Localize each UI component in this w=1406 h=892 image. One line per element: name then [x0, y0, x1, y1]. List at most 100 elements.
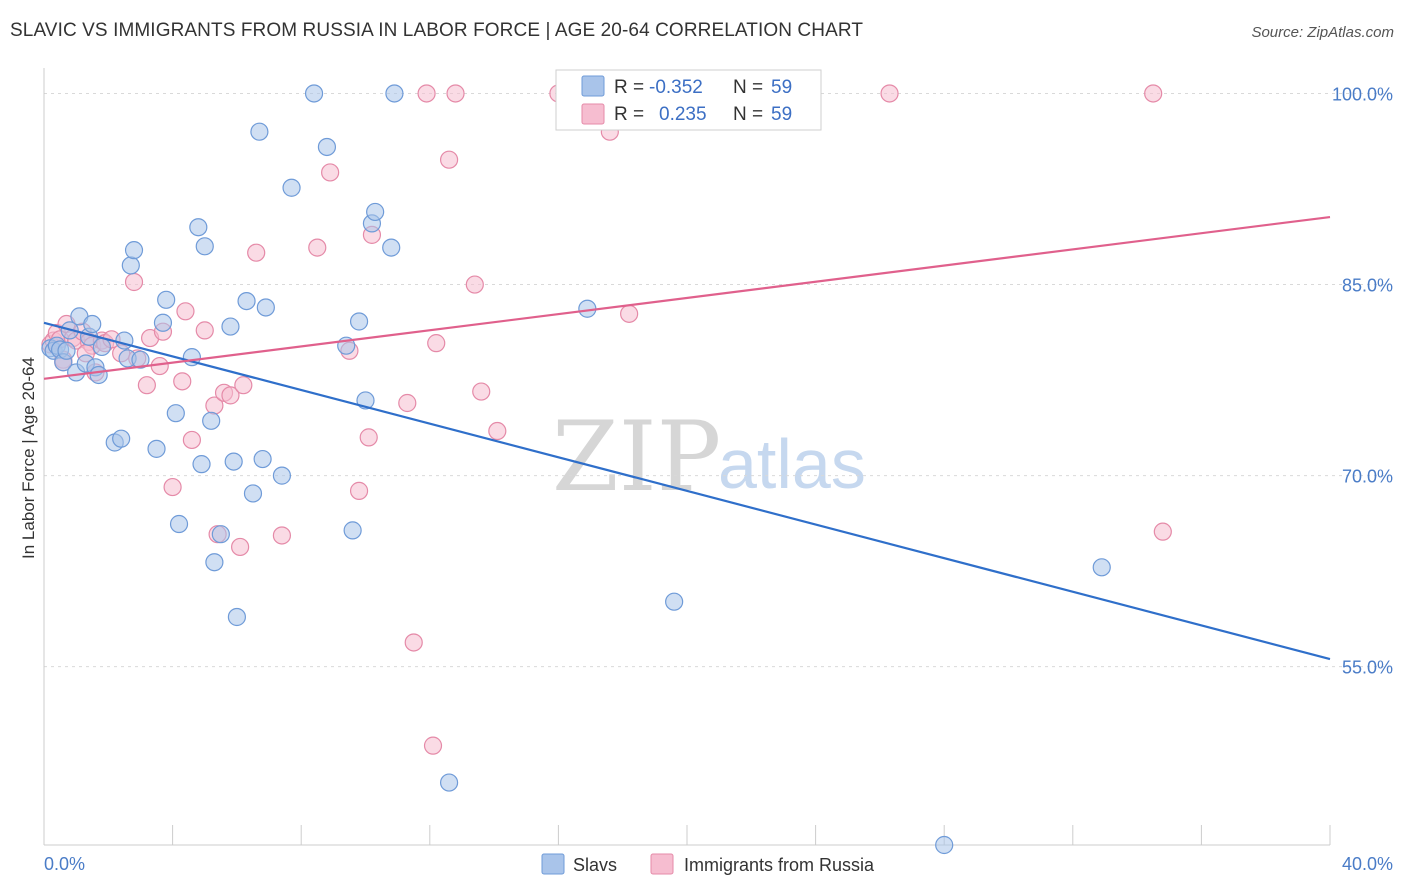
point-slavs	[192, 455, 211, 474]
stats-n-label-russia: N =	[733, 104, 763, 125]
stats-r-label-russia: R =	[614, 104, 644, 125]
point-slavs	[195, 237, 214, 256]
chart-title: SLAVIC VS IMMIGRANTS FROM RUSSIA IN LABO…	[10, 20, 864, 41]
point-russia	[404, 633, 423, 652]
point-russia	[124, 272, 144, 292]
point-slavs	[221, 317, 240, 336]
point-slavs	[224, 452, 243, 471]
point-slavs	[83, 314, 102, 334]
point-slavs	[366, 202, 385, 222]
point-slavs	[89, 365, 108, 385]
point-slavs	[124, 241, 144, 260]
y-tick-label: 55.0%	[1342, 658, 1393, 678]
point-slavs	[166, 404, 185, 423]
tick-labels: 100.0% 85.0% 70.0% 55.0% 0.0% 40.0%	[44, 84, 1393, 874]
point-slavs	[202, 411, 221, 430]
point-russia	[221, 386, 240, 405]
stats-n-value-slavs: 59	[771, 77, 792, 98]
point-slavs	[304, 84, 324, 103]
legend-swatch-slavs	[541, 853, 565, 875]
x-tick-label: 0.0%	[44, 854, 85, 874]
legend: Slavs Immigrants from Russia	[541, 853, 875, 875]
point-russia	[137, 376, 156, 395]
point-slavs	[256, 298, 275, 317]
point-slavs	[147, 439, 166, 458]
point-slavs	[153, 313, 173, 332]
point-slavs	[57, 341, 76, 360]
point-slavs	[121, 256, 140, 275]
stats-swatch-russia	[581, 103, 605, 125]
y-tick-label: 100.0%	[1332, 84, 1393, 104]
point-russia	[880, 84, 899, 103]
point-slavs	[112, 429, 131, 448]
y-tick-label: 70.0%	[1342, 467, 1393, 487]
point-russia	[247, 243, 266, 262]
y-axis-title: In Labor Force | Age 20-64	[19, 357, 38, 559]
point-russia	[234, 376, 253, 395]
stats-r-value-slavs: -0.352	[649, 77, 703, 98]
point-slavs	[272, 466, 292, 485]
point-slavs	[282, 178, 301, 197]
point-slavs	[169, 514, 189, 534]
stats-swatch-slavs	[581, 75, 605, 97]
point-slavs	[227, 607, 246, 627]
point-slavs	[157, 290, 176, 309]
point-russia	[359, 428, 378, 447]
point-slavs	[253, 449, 272, 469]
point-russia	[488, 421, 507, 441]
stats-n-label-slavs: N =	[733, 77, 763, 98]
point-russia	[423, 736, 443, 755]
point-slavs	[131, 350, 150, 369]
point-slavs	[211, 525, 230, 544]
point-russia	[182, 430, 201, 450]
point-slavs	[935, 835, 954, 855]
point-russia	[272, 526, 292, 545]
point-russia	[417, 84, 436, 103]
source-credit: Source: ZipAtlas.com	[1251, 24, 1394, 41]
axes	[43, 68, 1331, 846]
watermark-atlas: atlas	[718, 425, 866, 503]
point-slavs	[243, 484, 263, 503]
point-russia	[398, 393, 417, 413]
point-slavs	[343, 521, 362, 540]
point-slavs	[237, 292, 256, 311]
point-russia	[349, 481, 369, 500]
y-tick-label: 85.0%	[1342, 276, 1393, 296]
trend-lines	[43, 215, 1331, 661]
point-russia	[1153, 522, 1172, 541]
watermark-zip: ZIP	[552, 401, 721, 513]
point-russia	[163, 477, 182, 497]
point-russia	[427, 334, 446, 353]
series-slavs	[41, 84, 1111, 855]
trend-line-russia	[43, 215, 1331, 380]
legend-label-russia: Immigrants from Russia	[684, 855, 875, 875]
point-slavs	[205, 553, 224, 572]
point-slavs	[115, 331, 134, 350]
point-slavs	[250, 122, 269, 141]
point-slavs	[1092, 558, 1111, 577]
point-slavs	[382, 238, 401, 257]
point-slavs	[385, 84, 404, 103]
point-russia	[439, 150, 459, 169]
point-russia	[231, 537, 250, 557]
point-russia	[195, 321, 214, 340]
stats-r-value-russia: 0.235	[659, 104, 707, 125]
point-slavs	[665, 592, 684, 611]
point-slavs	[349, 312, 369, 331]
point-russia	[173, 372, 192, 391]
point-russia	[1144, 84, 1163, 103]
stats-r-label-slavs: R =	[614, 77, 644, 98]
legend-label-slavs: Slavs	[573, 855, 617, 875]
point-slavs	[439, 773, 459, 792]
stats-box: R = -0.352 N = 59 R = 0.235 N = 59	[555, 69, 822, 131]
trend-line-slavs	[43, 321, 1331, 661]
point-russia	[308, 238, 327, 257]
point-russia	[472, 382, 491, 401]
point-russia	[446, 84, 465, 103]
point-russia	[321, 163, 340, 182]
point-slavs	[92, 337, 111, 357]
point-slavs	[189, 218, 208, 237]
point-slavs	[317, 137, 337, 157]
stats-n-value-russia: 59	[771, 104, 792, 125]
